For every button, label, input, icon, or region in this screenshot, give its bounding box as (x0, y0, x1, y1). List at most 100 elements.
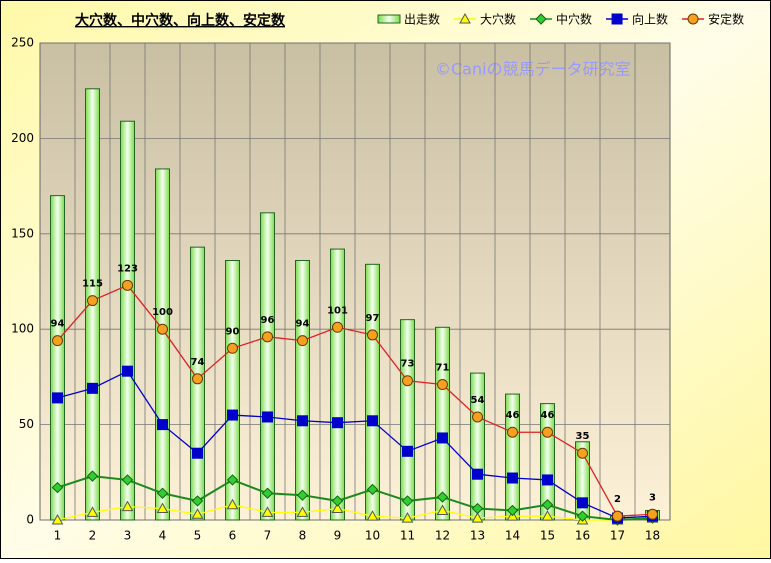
x-tick-label: 13 (470, 529, 485, 543)
y-tick-label: 0 (26, 513, 34, 527)
legend-label: 向上数 (632, 12, 668, 27)
marker (261, 506, 274, 517)
marker (262, 331, 273, 343)
marker (157, 419, 168, 431)
marker (472, 468, 483, 480)
bar (435, 326, 450, 521)
data-label: 74 (191, 357, 205, 368)
data-label: 101 (327, 305, 348, 316)
marker (611, 13, 623, 25)
chart-title: 大穴数、中穴数、向上数、安定数 (75, 12, 286, 29)
marker (122, 365, 133, 377)
marker (367, 415, 378, 427)
marker (459, 12, 471, 24)
marker (366, 483, 379, 496)
marker (367, 329, 378, 341)
legend-swatch (377, 14, 401, 24)
x-tick-label: 14 (505, 529, 520, 543)
marker (192, 373, 203, 385)
y-tick-label: 50 (19, 417, 34, 431)
marker (542, 426, 553, 438)
line (57, 370, 653, 519)
marker (191, 495, 204, 507)
marker (86, 470, 99, 482)
y-tick-label: 100 (11, 322, 34, 336)
x-tick-label: 17 (610, 529, 625, 543)
marker (156, 487, 169, 499)
data-label: 94 (51, 319, 65, 330)
legend-label: 安定数 (708, 12, 744, 27)
marker (331, 495, 344, 507)
marker (121, 500, 134, 512)
marker (227, 409, 238, 421)
data-label: 35 (576, 431, 590, 442)
marker (156, 502, 169, 514)
marker (297, 415, 308, 427)
data-label: 123 (117, 263, 138, 274)
marker (332, 417, 343, 429)
marker (192, 447, 203, 459)
marker (296, 489, 309, 501)
bar (330, 248, 345, 521)
marker (51, 513, 64, 525)
bar (365, 263, 380, 521)
marker (51, 481, 64, 494)
marker (541, 510, 554, 521)
marker (542, 474, 553, 486)
marker (87, 295, 98, 307)
x-tick-label: 7 (264, 529, 272, 543)
marker (577, 447, 588, 459)
data-label: 96 (261, 315, 275, 326)
y-tick-label: 200 (11, 131, 34, 145)
marker (122, 279, 133, 291)
marker (687, 13, 699, 25)
data-label: 46 (506, 410, 520, 421)
marker (296, 506, 309, 517)
marker (507, 426, 518, 438)
line (57, 504, 653, 521)
legend-label: 大穴数 (480, 12, 516, 27)
marker (436, 491, 449, 503)
x-tick-label: 10 (365, 529, 380, 543)
data-label: 3 (649, 492, 656, 503)
marker (507, 472, 518, 484)
x-tick-label: 16 (575, 529, 590, 543)
marker (262, 411, 273, 423)
x-tick-label: 5 (194, 529, 202, 543)
bar (120, 120, 135, 521)
bar (295, 260, 310, 521)
x-tick-label: 2 (89, 529, 97, 543)
marker (402, 375, 413, 387)
bar (155, 168, 170, 521)
watermark: ©Caniの競馬データ研究室 (435, 60, 631, 79)
data-label: 73 (401, 359, 415, 370)
marker (332, 321, 343, 333)
marker (297, 335, 308, 347)
x-tick-label: 15 (540, 529, 555, 543)
marker (87, 382, 98, 394)
marker (436, 504, 449, 515)
data-label: 71 (436, 363, 450, 374)
data-label: 90 (226, 326, 240, 337)
x-tick-label: 9 (334, 529, 342, 543)
marker (612, 510, 623, 522)
data-label: 54 (471, 395, 485, 406)
marker (471, 502, 484, 515)
marker (261, 487, 274, 499)
marker (227, 342, 238, 354)
x-tick-label: 12 (435, 529, 450, 543)
marker (86, 506, 99, 517)
x-tick-label: 1 (54, 529, 62, 543)
data-label: 100 (152, 307, 173, 318)
bar (260, 212, 275, 521)
marker (226, 474, 239, 486)
marker (401, 512, 414, 523)
marker (437, 432, 448, 444)
x-tick-label: 6 (229, 529, 237, 543)
data-label: 46 (541, 410, 555, 421)
y-tick-label: 250 (11, 36, 34, 50)
line (57, 475, 653, 522)
x-tick-label: 11 (400, 529, 415, 543)
data-label: 94 (296, 319, 310, 330)
marker (52, 392, 63, 404)
